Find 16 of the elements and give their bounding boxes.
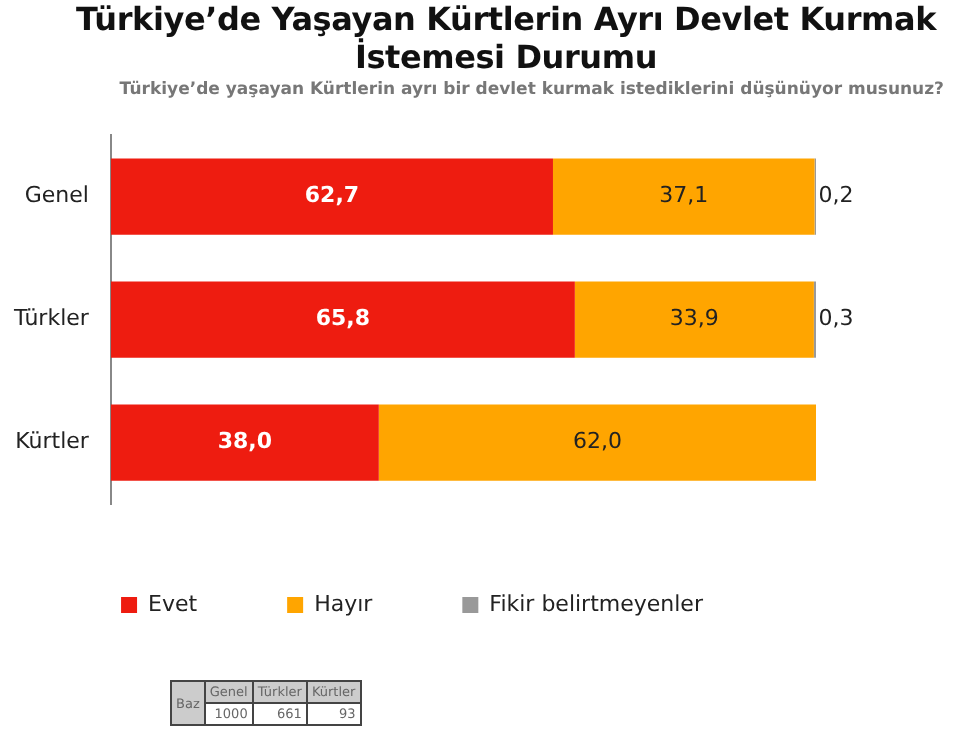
y-tick-label: Türkler bbox=[12, 305, 90, 332]
data-label: 33,9 bbox=[669, 305, 719, 332]
data-label: 37,1 bbox=[659, 182, 709, 209]
chart-subtitle: Türkiye’de yaşayan Kürtlerin ayrı bir devlet kurmak istediklerini düşünüyor musunuz? bbox=[119, 80, 944, 100]
y-tick-label: Kürtler bbox=[15, 428, 90, 455]
legend-label: Evet bbox=[148, 590, 199, 617]
legend-label: Fikir belirtmeyenler bbox=[489, 590, 704, 617]
chart-title: Türkiye’de Yaşayan Kürtlerin Ayrı Devlet Kurmak İstemesi Durumu bbox=[73, 0, 939, 76]
data-label: 0,3 bbox=[818, 305, 854, 332]
data-label: 62,7 bbox=[304, 182, 360, 209]
data-label: 38,0 bbox=[217, 428, 273, 455]
data-label: 62,0 bbox=[572, 428, 622, 455]
y-tick-label: Genel bbox=[24, 182, 89, 209]
data-label: 0,2 bbox=[818, 182, 854, 209]
data-label: 65,8 bbox=[315, 305, 370, 332]
legend-label: Hayır bbox=[314, 590, 374, 617]
